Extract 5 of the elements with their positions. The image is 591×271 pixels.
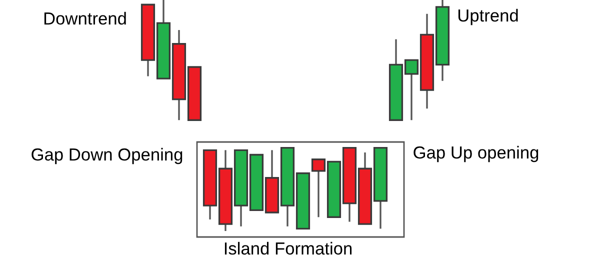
annotation: Gap Up opening [414, 146, 538, 162]
text: Uptrend [458, 8, 518, 26]
text: Island Formation [224, 242, 352, 255]
text: Downtrend [44, 12, 126, 25]
annotation: Gap Down Opening [32, 148, 182, 164]
